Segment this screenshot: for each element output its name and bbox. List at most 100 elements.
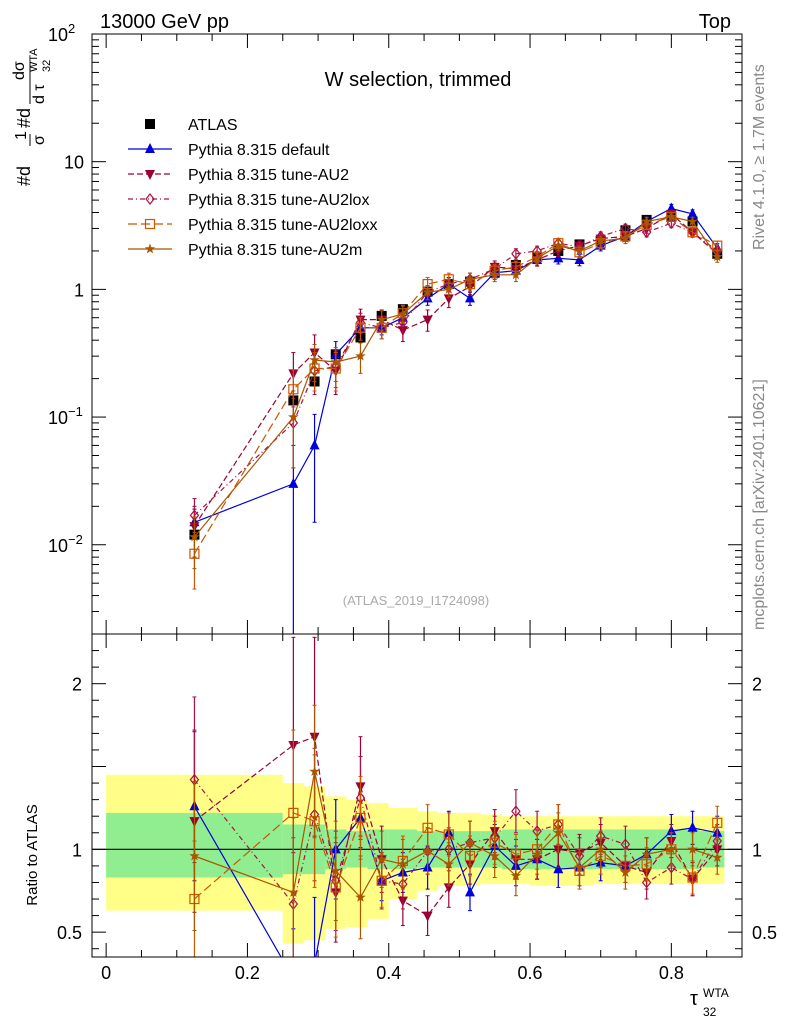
- ratio-point: [510, 870, 522, 881]
- ratio-point: [712, 817, 723, 828]
- y-tick-label: 10: [48, 536, 68, 556]
- rivet-label: Rivet 4.1.0, ≥ 1.7M events: [751, 64, 768, 250]
- y-tick-exponent: −1: [68, 404, 83, 419]
- ratio-point: [355, 891, 366, 902]
- ratio-data-area: [92, 636, 742, 968]
- legend-entry: Pythia 8.315 tune-AU2m: [128, 242, 362, 259]
- legend-marker: [145, 193, 155, 205]
- legend: ATLAS Pythia 8.315 default Pythia 8.315 tu…: [128, 117, 377, 259]
- series-3: [189, 217, 723, 540]
- main-ylabel: #d 1 σ #d dσ d τ WTA 32: [11, 48, 53, 186]
- x-axis-label: τ WTA 32: [690, 986, 729, 1019]
- legend-label: Pythia 8.315 default: [188, 142, 330, 159]
- xlabel-sup: WTA: [703, 986, 729, 1000]
- data-point: [687, 227, 698, 238]
- data-point: [309, 439, 320, 450]
- ratio-point: [641, 848, 652, 859]
- legend-label: Pythia 8.315 tune-AU2m: [188, 242, 362, 259]
- data-point: [687, 207, 698, 218]
- data-point: [510, 269, 522, 280]
- ratio-point: [620, 867, 631, 877]
- data-point: [531, 252, 543, 263]
- data-point: [464, 292, 475, 303]
- y-tick-label: 10: [48, 408, 68, 428]
- legend-entry: Pythia 8.315 tune-AU2: [128, 167, 349, 184]
- ylabel-frac2-den: d τ: [31, 84, 48, 104]
- ratio-point: [712, 852, 723, 863]
- ratio-point: [376, 853, 387, 864]
- ratio-point: [595, 843, 606, 854]
- header-right: Top: [699, 11, 731, 33]
- ratio-point: [666, 861, 677, 874]
- data-point: [422, 286, 433, 297]
- x-tick-label: 0.6: [518, 963, 543, 983]
- ratio-ylabel: Ratio to ATLAS: [24, 804, 41, 905]
- plot-title: W selection, trimmed: [325, 69, 512, 91]
- data-point: [397, 308, 409, 319]
- y-tick-exponent: −2: [68, 532, 83, 547]
- data-point: [288, 411, 299, 422]
- ratio-point: [666, 843, 677, 854]
- y-tick-label: 10: [64, 153, 84, 173]
- ratio-point: [687, 821, 698, 832]
- data-point: [330, 356, 341, 367]
- ratio-y-tick-label-right: 1: [752, 840, 762, 860]
- ylabel-frac2-num: dσ: [11, 61, 28, 80]
- main-plot: W selection, trimmed (ATLAS_2019_I172409…: [48, 21, 743, 635]
- data-point: [422, 315, 433, 326]
- ratio-y-tick-label: 2: [72, 675, 82, 695]
- ratio-point: [574, 862, 585, 872]
- ratio-point: [553, 863, 564, 874]
- ratio-point: [309, 766, 320, 776]
- legend-entry: Pythia 8.315 default: [128, 142, 330, 159]
- x-tick-label: 0.8: [659, 963, 684, 983]
- data-point: [443, 294, 454, 305]
- data-point: [712, 251, 723, 262]
- ratio-plot: 0.5 0.5 1 1 2 2 0 0.2 0.4 0.6 0.8: [57, 633, 777, 983]
- legend-marker: [145, 143, 155, 153]
- ratio-point: [489, 850, 500, 861]
- ratio-point: [310, 958, 320, 968]
- data-point: [595, 235, 606, 246]
- xlabel-tau: τ: [690, 988, 698, 1010]
- legend-entry: Pythia 8.315 tune-AU2loxx: [128, 217, 377, 234]
- ylabel-d1: #d: [14, 166, 34, 186]
- legend-label: Pythia 8.315 tune-AU2lox: [188, 192, 369, 209]
- ylabel-d2: #d: [14, 108, 34, 128]
- ratio-series-4: [189, 704, 723, 957]
- data-point: [189, 531, 200, 542]
- data-point: [712, 240, 723, 251]
- data-point: [687, 216, 698, 226]
- ratio-point: [422, 911, 433, 922]
- series-4: [189, 211, 723, 590]
- xlabel-sub: 32: [703, 1005, 717, 1019]
- ratio-point: [422, 845, 433, 856]
- series-line: [193, 213, 718, 527]
- ratio-line: [193, 779, 718, 906]
- ylabel-sup: WTA: [28, 48, 40, 72]
- data-point: [355, 322, 366, 333]
- series-line: [193, 216, 718, 555]
- ratio-frame: [91, 633, 743, 958]
- watermark: (ATLAS_2019_I1724098): [343, 593, 489, 608]
- data-point: [666, 211, 677, 222]
- y-tick-label: 1: [74, 280, 84, 300]
- x-tick-label: 0: [101, 963, 111, 983]
- ratio-point: [641, 876, 652, 889]
- ylabel-frac1-den: σ: [31, 135, 48, 145]
- ratio-point: [189, 850, 200, 861]
- legend-label: Pythia 8.315 tune-AU2loxx: [188, 217, 377, 234]
- ratio-point: [443, 858, 454, 869]
- ratio-point: [288, 886, 299, 897]
- data-point: [553, 240, 564, 251]
- data-point: [620, 233, 631, 243]
- ratio-point: [397, 858, 409, 869]
- ratio-point: [355, 812, 366, 823]
- data-point: [641, 216, 652, 226]
- main-data-area: [189, 202, 723, 634]
- data-point: [464, 273, 476, 284]
- legend-marker: [145, 170, 155, 180]
- series-line: [193, 216, 718, 538]
- ratio-point: [464, 837, 476, 848]
